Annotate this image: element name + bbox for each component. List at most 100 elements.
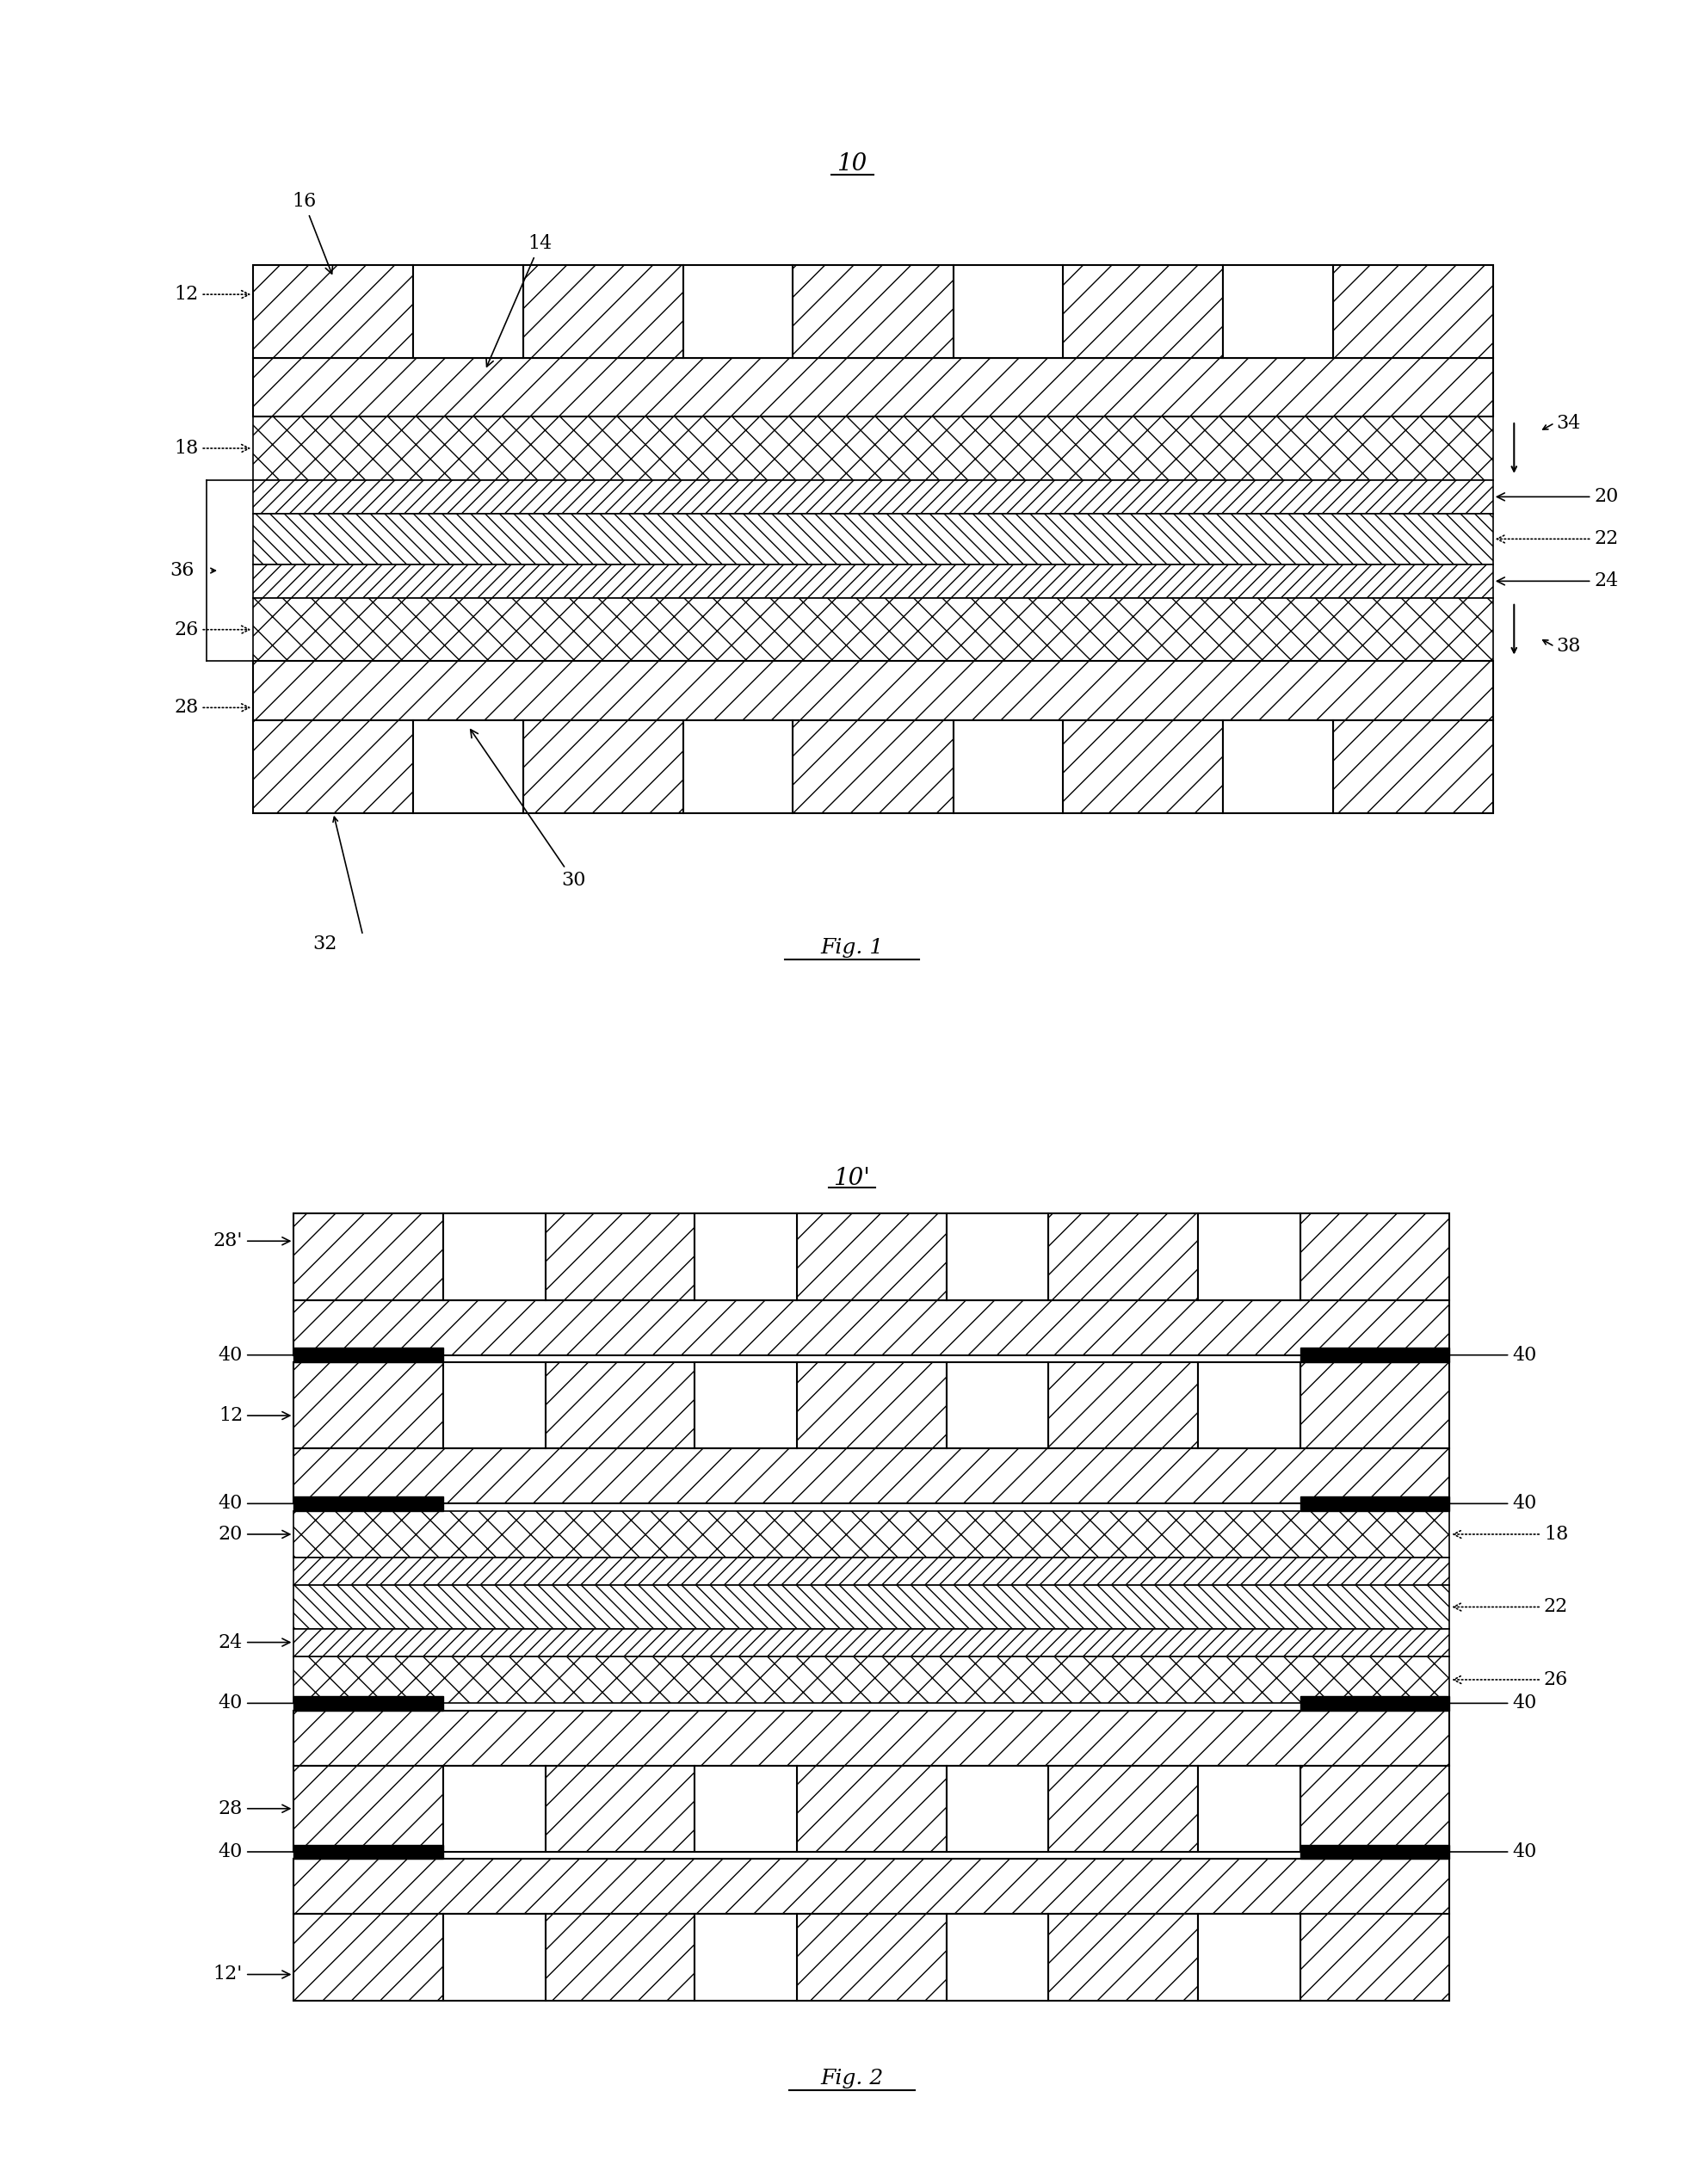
Bar xyxy=(1198,1214,1300,1299)
Bar xyxy=(1333,721,1493,812)
Bar xyxy=(414,264,523,358)
Bar xyxy=(1048,1765,1198,1852)
Text: 16: 16 xyxy=(291,192,332,273)
Bar xyxy=(1048,1913,1198,2001)
Bar xyxy=(293,1214,443,1299)
Bar xyxy=(293,1448,1450,1503)
Bar xyxy=(1300,1913,1450,2001)
Bar xyxy=(1223,721,1333,812)
Bar xyxy=(293,1697,443,1710)
Text: 22: 22 xyxy=(1498,529,1619,548)
Bar xyxy=(545,1913,695,2001)
Text: 20: 20 xyxy=(218,1524,290,1544)
Text: Fig. 1: Fig. 1 xyxy=(821,939,883,959)
Bar xyxy=(1198,1765,1300,1852)
Text: 40: 40 xyxy=(218,1345,440,1365)
Bar xyxy=(946,1214,1048,1299)
Text: 28: 28 xyxy=(174,699,249,716)
Bar xyxy=(293,1629,1450,1655)
Bar xyxy=(695,1363,797,1448)
Bar xyxy=(254,358,1493,417)
Bar xyxy=(1300,1496,1450,1511)
Bar xyxy=(293,1586,1450,1629)
Text: 36: 36 xyxy=(170,561,194,581)
Text: 14: 14 xyxy=(486,234,552,367)
Bar xyxy=(1063,264,1223,358)
Text: 32: 32 xyxy=(312,935,337,952)
Bar xyxy=(523,264,683,358)
Text: 24: 24 xyxy=(1498,572,1619,590)
Bar xyxy=(293,1845,443,1859)
Text: 34: 34 xyxy=(1556,413,1581,432)
Bar xyxy=(254,417,1493,480)
Text: 30: 30 xyxy=(470,729,586,889)
Text: 40: 40 xyxy=(1304,1843,1537,1861)
Bar xyxy=(293,1348,443,1363)
Text: 28': 28' xyxy=(213,1232,290,1251)
Text: 40: 40 xyxy=(1304,1695,1537,1712)
Bar xyxy=(946,1363,1048,1448)
Bar xyxy=(293,1363,443,1448)
Bar xyxy=(1300,1845,1450,1859)
Text: 40: 40 xyxy=(218,1843,440,1861)
Text: 12': 12' xyxy=(213,1966,290,1983)
Bar xyxy=(1198,1363,1300,1448)
Bar xyxy=(254,563,1493,598)
Bar xyxy=(254,662,1493,721)
Bar xyxy=(254,721,414,812)
Bar xyxy=(797,1363,946,1448)
Text: 26: 26 xyxy=(1454,1671,1568,1688)
Bar xyxy=(1048,1214,1198,1299)
Bar xyxy=(1300,1348,1450,1363)
Bar xyxy=(953,264,1063,358)
Bar xyxy=(254,598,1493,662)
Text: 28: 28 xyxy=(218,1800,290,1817)
Text: 22: 22 xyxy=(1454,1597,1568,1616)
Bar xyxy=(683,721,792,812)
Bar xyxy=(293,1710,1450,1765)
Text: 40: 40 xyxy=(218,1494,440,1514)
Bar xyxy=(443,1214,545,1299)
Bar xyxy=(293,1299,1450,1354)
Bar xyxy=(293,1496,443,1511)
Bar xyxy=(792,264,953,358)
Bar xyxy=(443,1363,545,1448)
Bar xyxy=(1300,1363,1450,1448)
Bar xyxy=(443,1765,545,1852)
Bar xyxy=(1300,1765,1450,1852)
Bar xyxy=(414,721,523,812)
Bar xyxy=(797,1913,946,2001)
Bar xyxy=(946,1913,1048,2001)
Bar xyxy=(797,1214,946,1299)
Bar xyxy=(1198,1913,1300,2001)
Bar xyxy=(695,1765,797,1852)
Bar xyxy=(545,1765,695,1852)
Bar xyxy=(545,1363,695,1448)
Bar xyxy=(293,1511,1450,1557)
Text: 40: 40 xyxy=(1304,1345,1537,1365)
Text: 18: 18 xyxy=(1454,1524,1568,1544)
Bar xyxy=(293,1557,1450,1586)
Bar xyxy=(545,1214,695,1299)
Bar xyxy=(293,1913,443,2001)
Text: 40: 40 xyxy=(1304,1494,1537,1514)
Text: 18: 18 xyxy=(174,439,249,459)
Bar xyxy=(695,1913,797,2001)
Text: 20: 20 xyxy=(1498,487,1619,507)
Text: 24: 24 xyxy=(218,1634,290,1651)
Text: 12: 12 xyxy=(174,284,249,304)
Bar xyxy=(1333,264,1493,358)
Bar xyxy=(1048,1363,1198,1448)
Text: 12: 12 xyxy=(218,1406,290,1424)
Bar xyxy=(683,264,792,358)
Bar xyxy=(1300,1697,1450,1710)
Bar xyxy=(254,264,414,358)
Text: 26: 26 xyxy=(174,620,249,640)
Text: 10: 10 xyxy=(837,153,867,175)
Text: 38: 38 xyxy=(1556,638,1581,655)
Bar xyxy=(1063,721,1223,812)
Bar xyxy=(443,1913,545,2001)
Bar xyxy=(792,721,953,812)
Text: 10': 10' xyxy=(833,1166,871,1190)
Bar xyxy=(293,1655,1450,1704)
